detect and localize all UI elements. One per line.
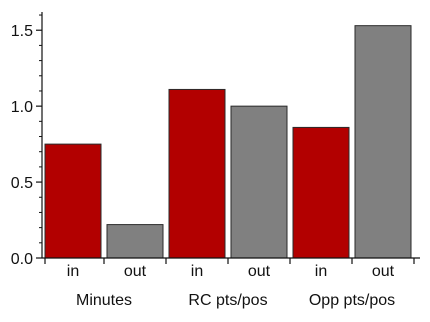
bar-out	[230, 105, 288, 259]
x-category-label: out	[124, 263, 147, 280]
x-category-label: in	[315, 263, 327, 280]
x-group-label: RC pts/pos	[188, 292, 267, 309]
bar-out	[354, 25, 412, 259]
bar-in	[292, 126, 350, 259]
bar-in	[44, 143, 102, 259]
y-tick-label: 1.0	[11, 99, 33, 116]
y-tick-label: 1.5	[11, 23, 33, 40]
x-category-label: out	[248, 263, 271, 280]
x-group-label: Minutes	[76, 292, 132, 309]
bar-out	[106, 224, 164, 259]
x-group-label: Opp pts/pos	[309, 292, 395, 309]
y-tick-label: 0.5	[11, 175, 33, 192]
bar-in	[168, 88, 226, 259]
y-tick-label: 0.0	[11, 251, 33, 268]
x-category-label: in	[191, 263, 203, 280]
x-category-label: out	[372, 263, 395, 280]
x-category-label: in	[67, 263, 79, 280]
